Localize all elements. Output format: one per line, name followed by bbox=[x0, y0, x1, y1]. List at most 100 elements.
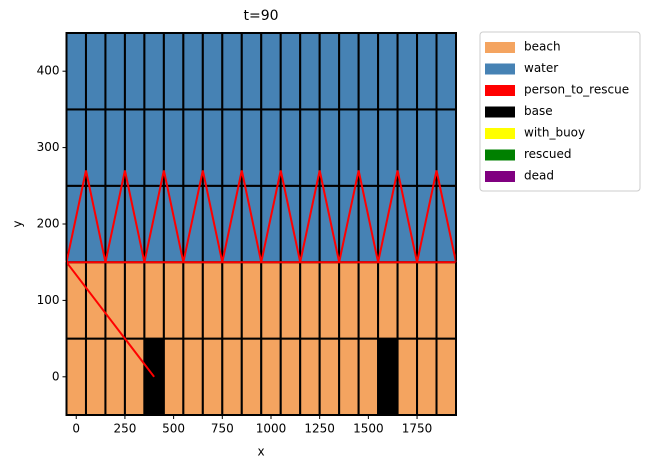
cell bbox=[338, 337, 360, 417]
cell bbox=[435, 108, 457, 187]
x-tick-label: 750 bbox=[211, 422, 234, 436]
cell bbox=[104, 108, 126, 187]
cell bbox=[299, 32, 321, 111]
cell bbox=[279, 108, 302, 187]
x-tick-label: 500 bbox=[162, 422, 185, 436]
cell bbox=[221, 337, 243, 417]
cell bbox=[123, 261, 146, 340]
x-tick-label: 250 bbox=[113, 422, 136, 436]
x-tick-label: 1250 bbox=[304, 422, 335, 436]
x-tick-label: 1500 bbox=[353, 422, 384, 436]
cell bbox=[182, 32, 204, 111]
cell bbox=[416, 261, 438, 340]
legend-label: rescued bbox=[524, 147, 572, 161]
cell bbox=[357, 108, 380, 187]
x-tick-label: 0 bbox=[72, 422, 80, 436]
cell bbox=[162, 337, 185, 417]
legend-swatch bbox=[485, 63, 515, 75]
y-tick-label: 0 bbox=[52, 369, 60, 383]
legend-label: water bbox=[524, 61, 558, 75]
cell bbox=[201, 108, 224, 187]
cell bbox=[299, 337, 321, 417]
y-tick-label: 100 bbox=[37, 293, 60, 307]
legend-swatch bbox=[485, 149, 515, 161]
y-tick-label: 300 bbox=[37, 140, 60, 154]
cell bbox=[260, 261, 282, 340]
cell bbox=[182, 261, 204, 340]
cell bbox=[240, 261, 263, 340]
cell bbox=[84, 337, 107, 417]
cell bbox=[279, 32, 302, 111]
legend-swatch bbox=[485, 171, 515, 182]
legend-swatch bbox=[485, 128, 515, 139]
cell bbox=[240, 337, 263, 417]
legend-swatch bbox=[485, 42, 515, 53]
cell bbox=[338, 261, 360, 340]
x-tick-label: 1750 bbox=[402, 422, 433, 436]
chart-title: t=90 bbox=[243, 8, 278, 24]
cell bbox=[396, 32, 419, 111]
path-line bbox=[65, 261, 155, 378]
cell bbox=[221, 32, 243, 111]
cell bbox=[318, 261, 341, 340]
cell bbox=[143, 32, 165, 111]
cell bbox=[162, 108, 185, 187]
cell bbox=[318, 32, 341, 111]
cell bbox=[279, 337, 302, 417]
x-tick-label: 1000 bbox=[256, 422, 287, 436]
legend-label: person_to_rescue bbox=[524, 83, 629, 97]
y-tick-label: 400 bbox=[37, 64, 60, 78]
cell bbox=[357, 32, 380, 111]
cell bbox=[260, 337, 282, 417]
x-axis-label: x bbox=[257, 445, 264, 459]
cell bbox=[104, 32, 126, 111]
cell bbox=[416, 32, 438, 111]
cell bbox=[143, 261, 165, 340]
cell bbox=[435, 337, 457, 417]
legend-label: beach bbox=[524, 40, 561, 54]
cell bbox=[279, 261, 302, 340]
cell bbox=[357, 261, 380, 340]
cell bbox=[201, 32, 224, 111]
cell bbox=[182, 337, 204, 417]
cell bbox=[377, 261, 399, 340]
cell bbox=[338, 32, 360, 111]
cell bbox=[143, 108, 165, 187]
cell bbox=[260, 108, 282, 187]
cell bbox=[318, 108, 341, 187]
cell bbox=[396, 108, 419, 187]
cell bbox=[377, 32, 399, 111]
cell bbox=[299, 108, 321, 187]
cell bbox=[299, 261, 321, 340]
cell bbox=[104, 337, 126, 417]
cell bbox=[416, 337, 438, 417]
cell bbox=[435, 32, 457, 111]
legend-label: base bbox=[524, 104, 553, 118]
cell bbox=[338, 108, 360, 187]
cell bbox=[65, 337, 87, 417]
cell bbox=[221, 108, 243, 187]
y-axis-label: y bbox=[11, 220, 25, 227]
cell bbox=[201, 337, 224, 417]
cell bbox=[377, 337, 399, 417]
cell bbox=[162, 32, 185, 111]
cell bbox=[240, 32, 263, 111]
cell bbox=[84, 108, 107, 187]
cell bbox=[260, 32, 282, 111]
cell bbox=[396, 337, 419, 417]
cell bbox=[416, 108, 438, 187]
cell bbox=[162, 261, 185, 340]
legend-box bbox=[479, 31, 641, 192]
cell bbox=[182, 108, 204, 187]
cell bbox=[435, 261, 457, 340]
legend-swatch bbox=[485, 106, 515, 118]
cell bbox=[123, 108, 146, 187]
legend-label: with_buoy bbox=[524, 126, 585, 140]
cell bbox=[357, 337, 380, 417]
cell bbox=[65, 32, 87, 111]
cell bbox=[221, 261, 243, 340]
y-tick-label: 200 bbox=[37, 217, 60, 231]
cell bbox=[377, 108, 399, 187]
legend-swatch bbox=[485, 85, 515, 96]
